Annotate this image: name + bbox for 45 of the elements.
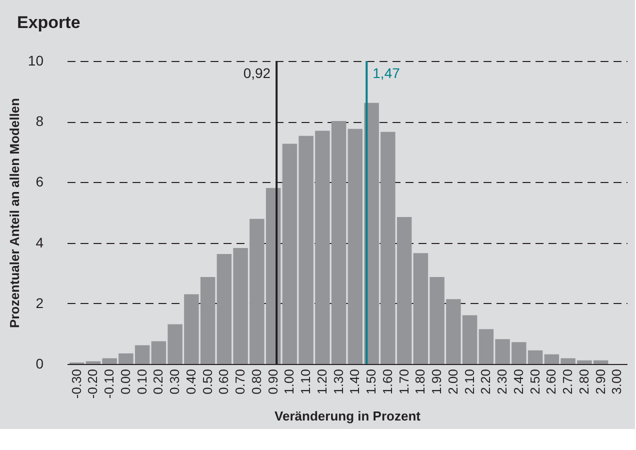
x-tick-label: -0.30 [68,369,84,399]
ref-line-label: 1,47 [372,65,400,81]
x-tick-label: 0.40 [183,369,198,394]
x-tick-label: 2.60 [544,369,559,394]
x-tick-label: 0.50 [200,369,215,394]
x-axis-title: Veränderung in Prozent [274,408,422,424]
y-tick-label: 4 [36,234,44,250]
chart-title: Exporte [17,13,80,32]
x-tick-label: 2.30 [494,369,510,394]
x-tick-label: 1.90 [429,369,444,394]
y-tick-label: 10 [28,52,44,68]
x-tick-label: 0.90 [265,369,280,394]
x-tick-label: 1.40 [347,369,362,394]
x-tick-label: 1.30 [330,369,346,394]
x-tick-label: 0.10 [134,369,150,394]
y-tick-label: 8 [36,113,44,130]
y-tick-label: 6 [36,174,44,190]
x-tick-label: 1.10 [298,369,314,394]
x-tick-label: 1.50 [364,369,379,394]
x-tick-label: 0.80 [248,369,264,394]
y-tick-label: 0 [36,356,44,372]
x-tick-label: 1.80 [412,369,428,394]
x-tick-label: 0.00 [118,369,133,394]
x-tick-label: 1.70 [396,369,412,394]
x-tick-label: 0.70 [232,369,248,394]
y-axis-title: Prozentualer Anteil an allen Modellen [6,98,22,328]
x-tick-label: -0.20 [85,369,100,399]
x-tick-label: 0.30 [167,369,182,394]
y-tick-label: 2 [36,294,44,311]
x-tick-label: 2.50 [527,369,542,394]
x-tick-label: -0.10 [102,369,117,399]
ref-line-label: 0,92 [243,65,271,81]
x-tick-label: 0.20 [150,369,166,394]
x-tick-label: 0.60 [216,369,232,394]
x-tick-label: 2.90 [592,369,608,394]
x-tick-label: 2.70 [560,369,576,394]
x-tick-label: 2.00 [445,369,460,394]
x-tick-label: 2.40 [510,369,526,394]
x-tick-label: 2.80 [576,369,592,394]
x-tick-label: 1.60 [380,369,395,394]
x-tick-label: 3.00 [609,369,624,394]
x-tick-label: 1.20 [314,369,330,394]
x-tick-label: 2.20 [478,369,494,394]
x-tick-label: 2.10 [462,369,477,394]
x-tick-label: 1.00 [282,369,297,394]
